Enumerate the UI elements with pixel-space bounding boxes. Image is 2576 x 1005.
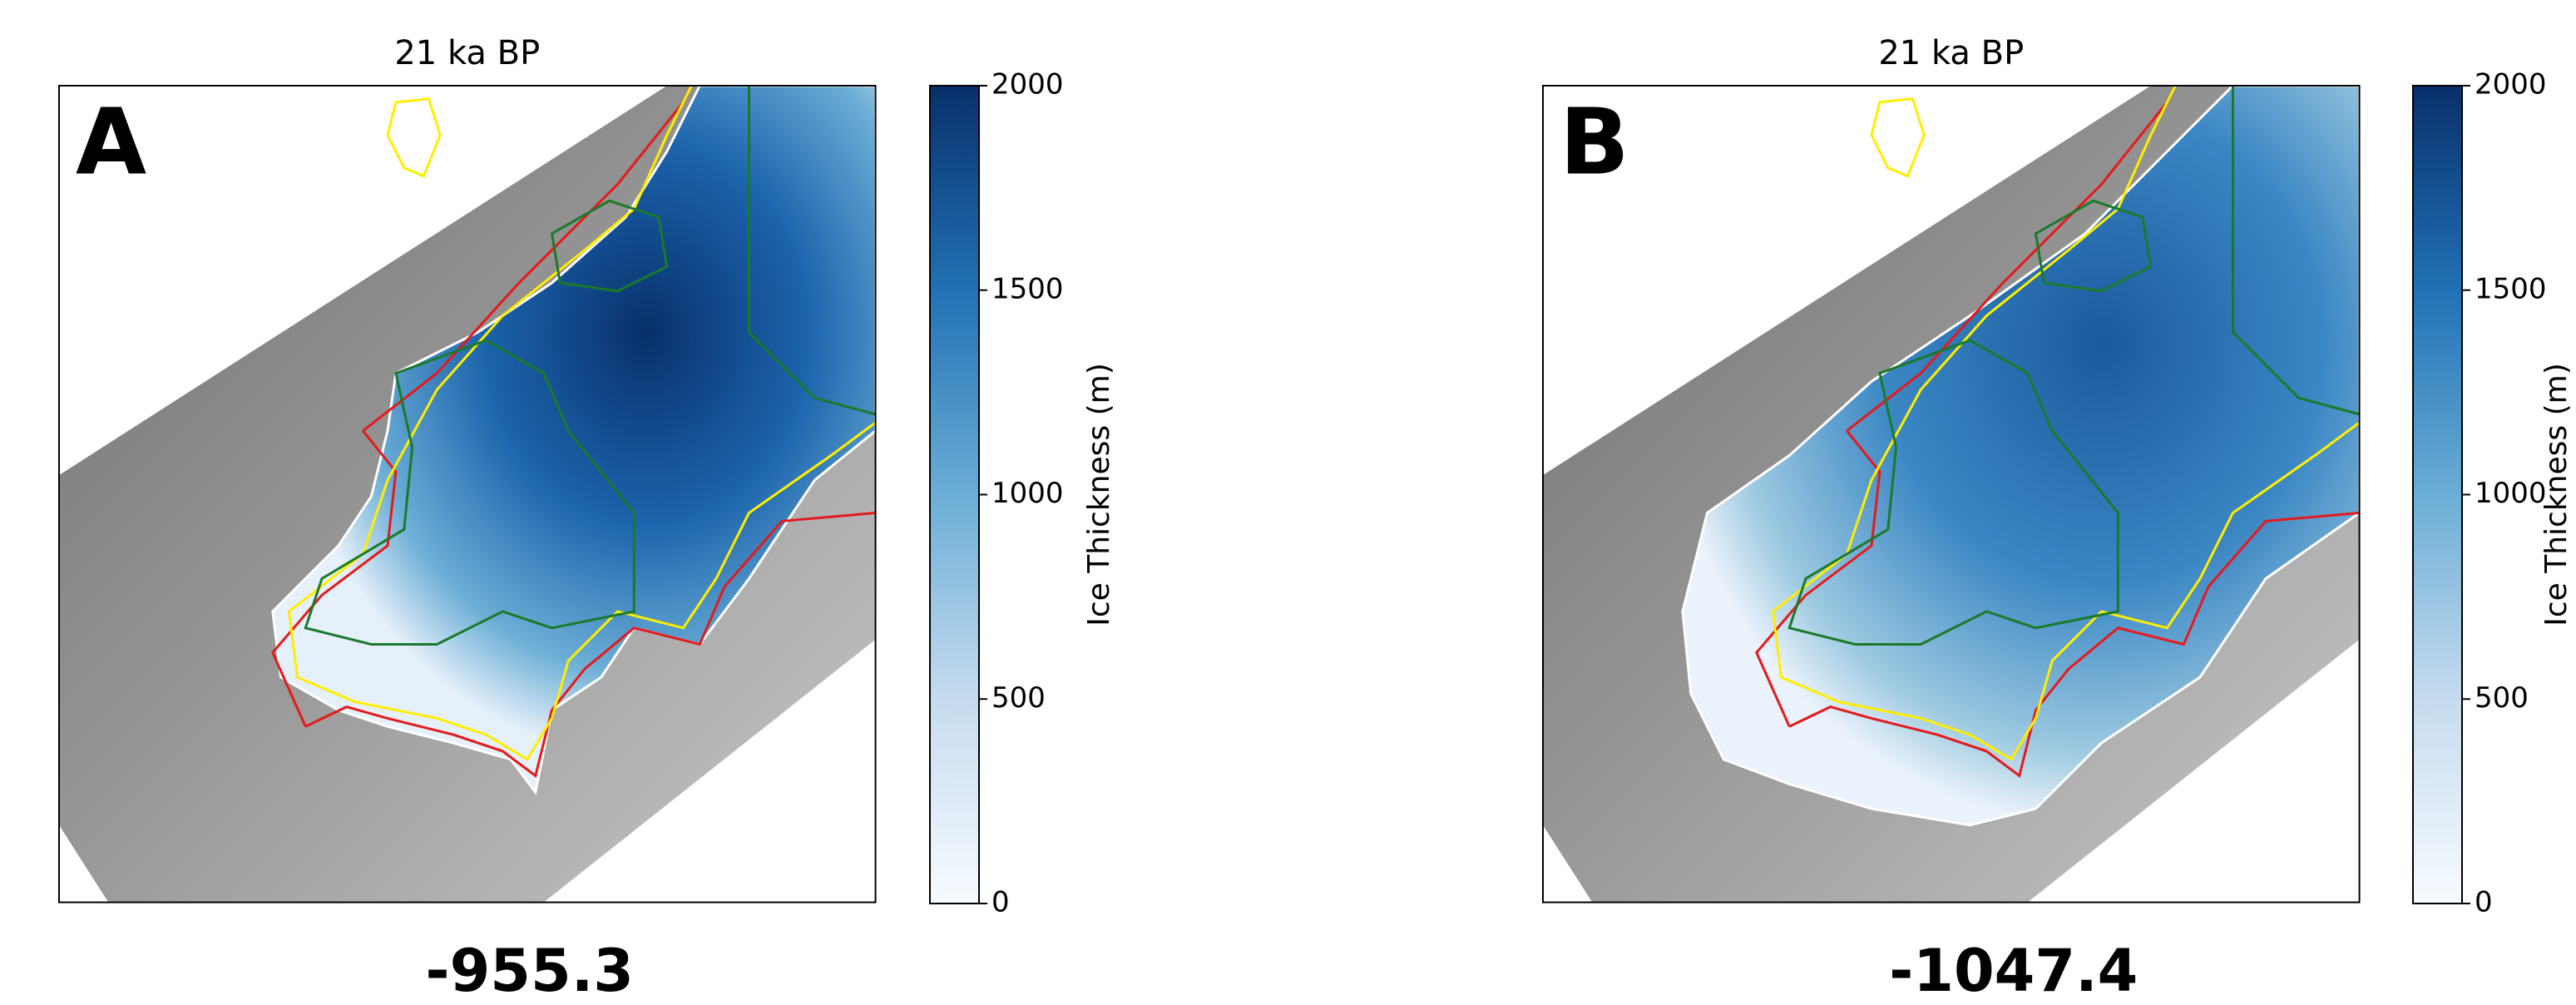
- colorbar-tick-label: 2000: [2475, 68, 2547, 101]
- panel-label: B: [1560, 88, 1629, 195]
- panel-value: -955.3: [426, 937, 634, 1002]
- panel-value: -1047.4: [1889, 937, 2138, 1002]
- colorbar-label: Ice Thickness (m): [2539, 363, 2574, 626]
- colorbar-tick-label: 500: [991, 681, 1046, 715]
- colorbar-tick-label: 0: [2475, 886, 2493, 919]
- panel-title: 21 ka BP: [394, 34, 540, 72]
- map-panel: B: [1543, 86, 2360, 903]
- colorbar: [2413, 86, 2462, 904]
- colorbar-tick-label: 1000: [991, 477, 1064, 510]
- colorbar-tick-label: 1000: [2475, 477, 2547, 510]
- panel-title: 21 ka BP: [1878, 34, 2024, 72]
- colorbar-tick-label: 1500: [991, 272, 1064, 305]
- colorbar-tick-label: 1500: [2475, 272, 2547, 305]
- colorbar-tick-label: 0: [991, 886, 1010, 919]
- colorbar-tick-label: 500: [2475, 681, 2529, 715]
- colorbar: [930, 86, 979, 904]
- colorbar-label: Ice Thickness (m): [1082, 363, 1116, 626]
- page: {"panels": [ {"label": "A", "title": "21…: [0, 0, 2576, 1002]
- colorbar-tick-label: 2000: [991, 68, 1064, 101]
- figure: A 21 ka BP -955.3 0 500 1000 1500 2000 Ice Thick…: [0, 0, 2576, 1002]
- map-panel: A: [59, 86, 876, 903]
- panel-label: A: [76, 88, 146, 195]
